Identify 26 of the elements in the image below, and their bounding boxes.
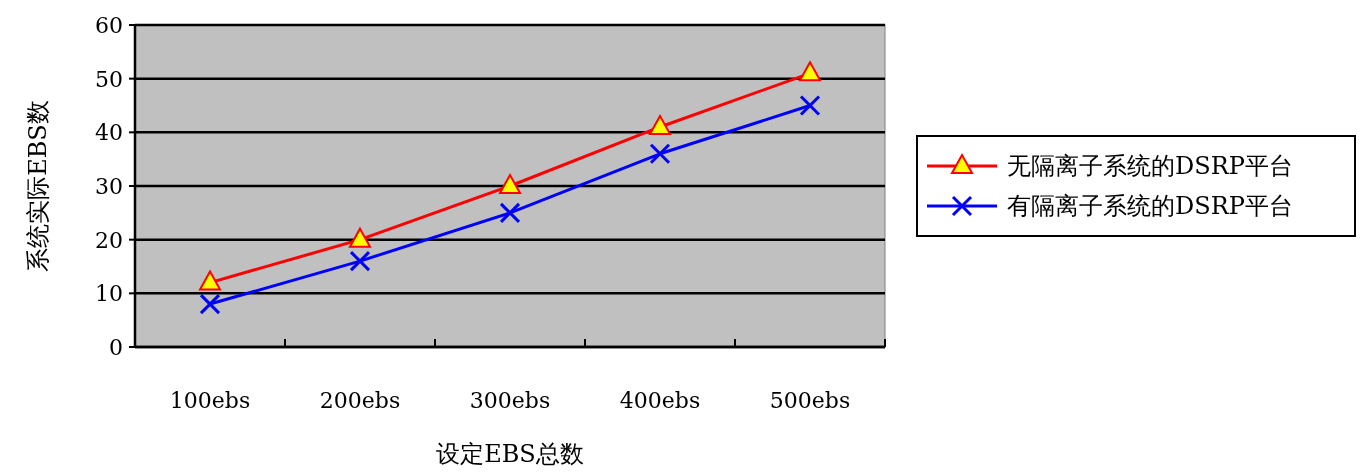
point xyxy=(649,143,671,165)
x-tick-label: 100ebs xyxy=(169,388,251,413)
y-tick-label: 0 xyxy=(109,335,123,360)
point xyxy=(499,174,521,194)
point xyxy=(799,61,821,82)
legend-label: 有隔离子系统的DSRP平台 xyxy=(1007,192,1293,220)
x-tick-label: 300ebs xyxy=(469,388,551,413)
point xyxy=(499,202,521,224)
x-tick-label: 200ebs xyxy=(319,388,401,413)
point xyxy=(799,95,821,116)
y-axis-title: 系统实际EBS数 xyxy=(24,100,52,272)
point xyxy=(199,293,221,315)
y-tick-label: 60 xyxy=(95,13,123,38)
x-axis-title: 设定EBS总数 xyxy=(436,440,584,468)
x-tick-label: 400ebs xyxy=(619,388,701,413)
y-tick-label: 30 xyxy=(95,174,123,199)
point xyxy=(349,250,371,272)
point xyxy=(649,114,671,135)
point xyxy=(349,227,371,248)
y-tick-label: 20 xyxy=(95,227,123,253)
legend-label: 无隔离子系统的DSRP平台 xyxy=(1007,152,1293,180)
y-tick-label: 10 xyxy=(95,281,123,307)
y-tick-label: 50 xyxy=(95,66,123,92)
y-tick-label: 40 xyxy=(95,120,123,146)
x-tick-label: 500ebs xyxy=(769,388,851,413)
point xyxy=(199,270,221,291)
